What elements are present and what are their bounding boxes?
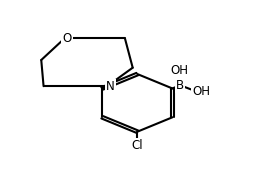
Text: OH: OH [192, 85, 210, 98]
Text: Cl: Cl [132, 138, 143, 151]
Text: N: N [106, 80, 115, 94]
Text: OH: OH [171, 64, 189, 77]
Text: B: B [176, 79, 184, 92]
Text: O: O [62, 32, 72, 45]
